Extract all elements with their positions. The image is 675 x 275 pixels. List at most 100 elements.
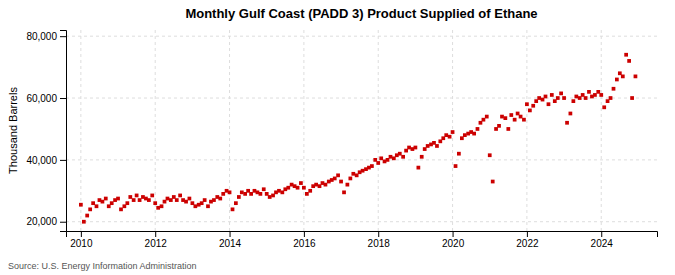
tick: 2024 [591, 231, 614, 249]
point [262, 187, 266, 191]
title: Monthly Gulf Coast (PADD 3) Product Supp… [185, 6, 537, 21]
point [82, 220, 86, 224]
tick-label: 2018 [368, 238, 391, 249]
point [621, 75, 625, 79]
point [85, 214, 89, 218]
point [305, 192, 309, 196]
y-axis: 20,000 40,000 60,000 80,000 [26, 31, 66, 232]
tick-mark [378, 231, 379, 237]
point [184, 200, 188, 204]
point [268, 195, 272, 199]
point [435, 144, 439, 148]
point [463, 133, 467, 137]
point [308, 189, 312, 193]
point [150, 194, 154, 198]
tick: 40,000 [26, 155, 66, 166]
point [612, 87, 616, 91]
point [482, 118, 486, 122]
grid-line [378, 30, 379, 231]
grid-line [66, 221, 657, 222]
point [550, 93, 554, 97]
point [454, 164, 458, 168]
tick-mark [155, 231, 156, 237]
point [91, 201, 95, 205]
point [509, 113, 513, 117]
point [451, 130, 455, 134]
point [537, 96, 541, 100]
point [160, 204, 164, 208]
point [574, 95, 578, 99]
annotation: Source: U.S. Energy Information Administ… [8, 261, 197, 271]
point [110, 201, 114, 205]
axis-line [67, 232, 658, 238]
point [531, 104, 535, 108]
point [376, 161, 380, 165]
point [259, 192, 263, 196]
point [500, 115, 504, 119]
point [132, 198, 136, 202]
point [333, 177, 337, 181]
point [448, 135, 452, 139]
point [351, 172, 355, 176]
point [630, 96, 634, 100]
tick: 60,000 [26, 93, 66, 104]
point [234, 201, 238, 205]
tick-label: 2024 [591, 238, 614, 249]
point [361, 169, 365, 173]
grid-line [229, 30, 230, 231]
point [634, 75, 638, 79]
tick-mark [60, 36, 66, 37]
point [125, 201, 129, 205]
point [485, 115, 489, 119]
point [296, 186, 300, 190]
point [339, 180, 343, 184]
point [488, 153, 492, 157]
tick-label: 2010 [70, 238, 93, 249]
point [503, 116, 507, 120]
axis-line [60, 31, 67, 232]
point [95, 204, 99, 208]
tick-mark [230, 231, 231, 237]
point [228, 190, 232, 194]
tick: 2010 [70, 231, 93, 249]
tick-label: 2022 [516, 238, 539, 249]
point [401, 155, 405, 159]
grid-line [66, 98, 657, 99]
point [277, 189, 281, 193]
point [569, 112, 573, 116]
point [513, 118, 517, 122]
point [627, 59, 631, 63]
point [584, 96, 588, 100]
point [457, 152, 461, 156]
tick-mark [60, 160, 66, 161]
grid-line [155, 30, 156, 231]
point [299, 181, 303, 185]
tick-label: 2012 [145, 238, 168, 249]
point [138, 198, 142, 202]
tick-mark [60, 222, 66, 223]
point [525, 102, 529, 106]
point [178, 194, 182, 198]
point [379, 156, 383, 160]
grid-line [303, 30, 304, 231]
point [135, 194, 139, 198]
tick-mark [453, 231, 454, 237]
point [166, 197, 170, 201]
point [615, 78, 619, 82]
grid-line [66, 36, 657, 37]
grid-line [80, 30, 81, 231]
tick: 2022 [516, 231, 539, 249]
tick-label: 2016 [293, 238, 316, 249]
point [389, 155, 393, 159]
tick-mark [60, 98, 66, 99]
tick: 80,000 [26, 31, 66, 42]
point [593, 93, 597, 97]
tick-label: 20,000 [26, 216, 57, 227]
point [336, 173, 340, 177]
point [153, 201, 157, 205]
point [237, 195, 241, 199]
point [249, 192, 253, 196]
tick-label: 2020 [442, 238, 465, 249]
point [497, 124, 501, 128]
point [476, 127, 480, 131]
